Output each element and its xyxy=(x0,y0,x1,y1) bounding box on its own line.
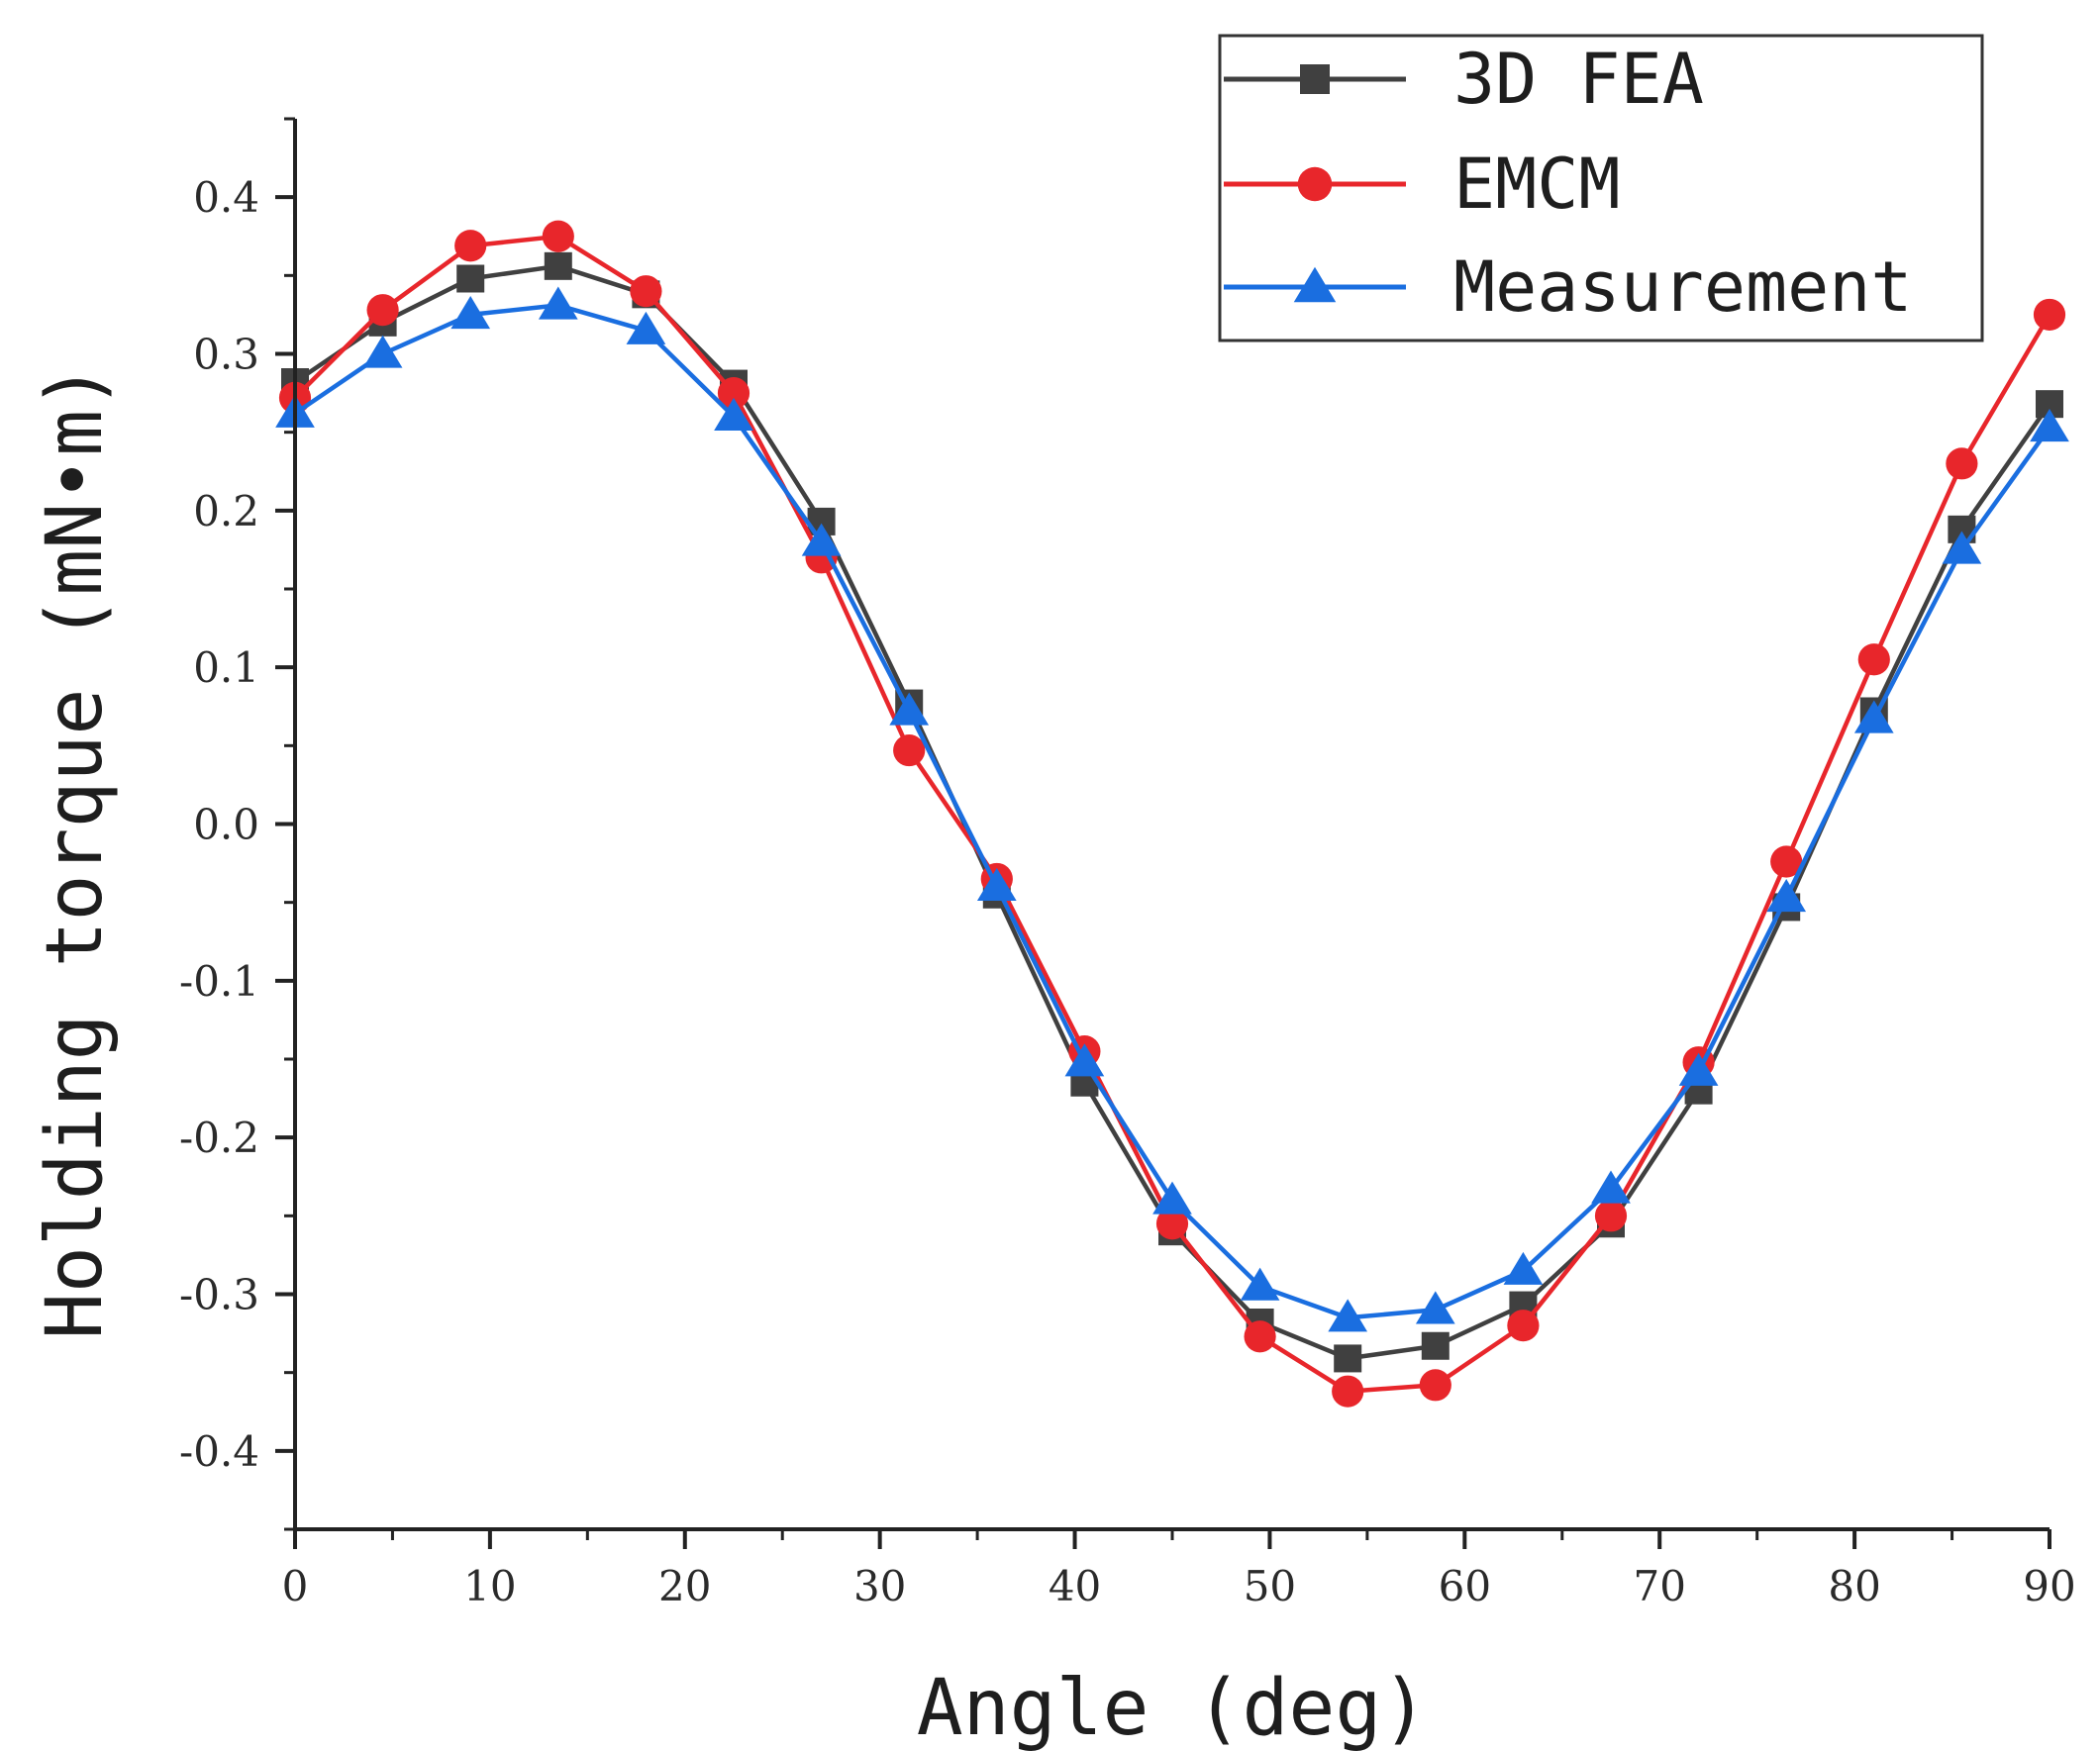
x-axis-title: Angle (deg) xyxy=(917,1664,1429,1751)
y-tick-label: -0.1 xyxy=(179,957,259,1006)
data-point-circle xyxy=(366,294,399,327)
y-tick-label: -0.3 xyxy=(179,1271,259,1319)
series-emcm xyxy=(278,220,2066,1408)
data-point-circle xyxy=(542,220,574,252)
data-point-circle xyxy=(454,230,487,262)
data-point-triangle xyxy=(714,397,753,432)
ticks: -0.4 -0.3 -0.2 -0.1 0.0 0.1 0.2 0.3 0.4 0 10 20 30 40… xyxy=(179,117,2076,1610)
data-point-circle xyxy=(630,275,662,308)
data-point-triangle xyxy=(626,311,666,344)
data-point-triangle xyxy=(1591,1170,1631,1204)
data-point-triangle xyxy=(538,286,578,320)
x-tick-label: 10 xyxy=(463,1562,516,1610)
data-point-triangle xyxy=(1152,1181,1192,1215)
data-point-triangle xyxy=(801,523,842,556)
x-tick-label: 20 xyxy=(658,1562,711,1610)
y-tick-label: 0.0 xyxy=(193,801,259,849)
data-point-triangle xyxy=(450,296,491,330)
data-point-square xyxy=(1300,64,1330,94)
y-tick-label: 0.2 xyxy=(193,487,259,535)
data-point-circle xyxy=(1946,447,1978,480)
y-tick-label: -0.2 xyxy=(179,1114,259,1162)
data-point-circle xyxy=(1244,1320,1276,1353)
data-point-triangle xyxy=(1064,1043,1105,1077)
data-point-circle xyxy=(1770,845,1803,878)
legend-label: EMCM xyxy=(1453,144,1621,225)
data-point-circle xyxy=(1857,643,1890,676)
data-point-triangle xyxy=(1678,1052,1719,1086)
data-point-triangle xyxy=(1503,1251,1544,1285)
data-point-triangle xyxy=(1415,1291,1455,1324)
data-point-circle xyxy=(2033,298,2066,332)
data-point-circle xyxy=(893,733,926,767)
data-point-circle xyxy=(1507,1310,1540,1342)
series-measurement xyxy=(275,286,2069,1332)
x-tick-label: 80 xyxy=(1828,1562,1880,1610)
data-point-triangle xyxy=(1766,879,1807,913)
data-point-triangle xyxy=(1240,1267,1280,1301)
legend-label: 3D FEA xyxy=(1453,39,1704,120)
legend: 3D FEA EMCM Measurement xyxy=(1218,34,1984,342)
series-layer xyxy=(275,220,2069,1408)
data-point-triangle xyxy=(1293,266,1337,303)
x-tick-label: 0 xyxy=(282,1562,309,1610)
legend-label: Measurement xyxy=(1453,246,1913,328)
x-tick-label: 40 xyxy=(1049,1562,1101,1610)
data-point-square xyxy=(1421,1331,1450,1360)
data-point-square xyxy=(544,251,572,280)
x-tick-label: 60 xyxy=(1439,1562,1491,1610)
data-point-triangle xyxy=(2030,409,2069,442)
data-point-triangle xyxy=(362,335,403,368)
y-tick-label: 0.1 xyxy=(193,643,259,692)
data-point-triangle xyxy=(889,692,930,726)
data-point-circle xyxy=(1594,1200,1628,1232)
data-point-circle xyxy=(1332,1375,1364,1408)
data-point-circle xyxy=(717,376,750,410)
data-point-circle xyxy=(1155,1208,1189,1240)
data-point-circle xyxy=(1419,1369,1451,1402)
series-line xyxy=(293,303,2051,1320)
y-tick-label: 0.4 xyxy=(193,173,259,222)
data-point-triangle xyxy=(976,867,1017,902)
x-tick-label: 50 xyxy=(1244,1562,1296,1610)
data-point-square xyxy=(1334,1344,1362,1373)
y-tick-label: 0.3 xyxy=(193,331,259,379)
legend-item: Measurement xyxy=(1224,246,1913,328)
legend-box xyxy=(1218,34,1984,342)
x-tick-label: 30 xyxy=(853,1562,906,1610)
x-tick-label: 90 xyxy=(2023,1562,2075,1610)
data-point-square xyxy=(456,264,485,293)
y-axis-title: Holding torque (mN•m) xyxy=(31,363,120,1339)
data-point-triangle xyxy=(1853,700,1894,733)
y-tick-label: -0.4 xyxy=(179,1427,259,1476)
data-point-triangle xyxy=(1942,531,1982,564)
x-tick-label: 70 xyxy=(1633,1562,1685,1610)
legend-item: EMCM xyxy=(1224,144,1621,225)
data-point-circle xyxy=(1297,166,1333,202)
data-point-triangle xyxy=(1328,1299,1368,1332)
legend-item: 3D FEA xyxy=(1224,39,1704,120)
